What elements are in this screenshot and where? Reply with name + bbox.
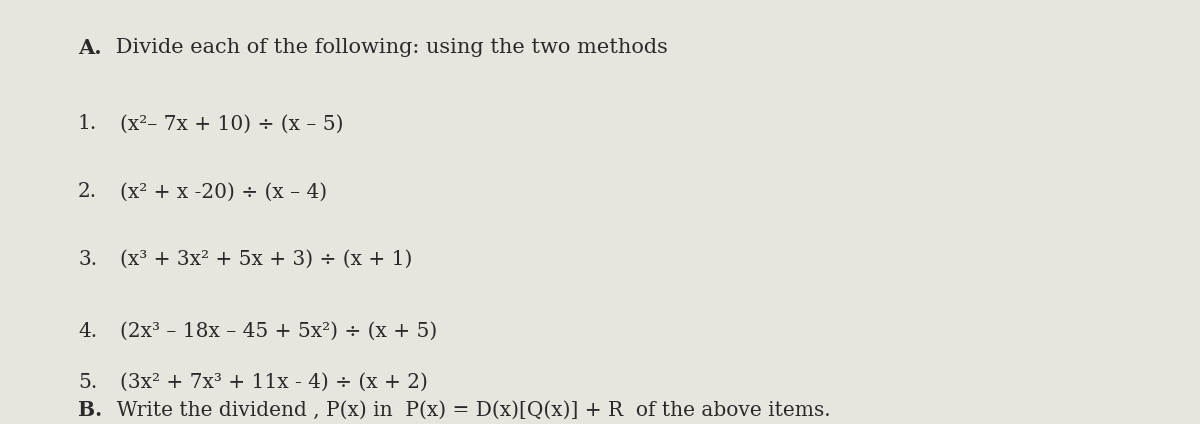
Text: 3.: 3. — [78, 250, 97, 269]
Text: 5.: 5. — [78, 373, 97, 392]
Text: Divide each of the following: using the two methods: Divide each of the following: using the … — [109, 38, 668, 57]
Text: (x² + x -20) ÷ (x – 4): (x² + x -20) ÷ (x – 4) — [120, 182, 328, 201]
Text: 2.: 2. — [78, 182, 97, 201]
Text: (3x² + 7x³ + 11x - 4) ÷ (x + 2): (3x² + 7x³ + 11x - 4) ÷ (x + 2) — [120, 373, 428, 392]
Text: (2x³ – 18x – 45 + 5x²) ÷ (x + 5): (2x³ – 18x – 45 + 5x²) ÷ (x + 5) — [120, 322, 437, 341]
Text: 4.: 4. — [78, 322, 97, 341]
Text: A.: A. — [78, 38, 102, 58]
Text: B.: B. — [78, 400, 102, 420]
Text: (x³ + 3x² + 5x + 3) ÷ (x + 1): (x³ + 3x² + 5x + 3) ÷ (x + 1) — [120, 250, 413, 269]
Text: 1.: 1. — [78, 114, 97, 134]
Text: (x²– 7x + 10) ÷ (x – 5): (x²– 7x + 10) ÷ (x – 5) — [120, 114, 343, 134]
Text: Write the dividend , P(x) in  P(x) = D(x)[Q(x)] + R  of the above items.: Write the dividend , P(x) in P(x) = D(x)… — [104, 401, 832, 420]
